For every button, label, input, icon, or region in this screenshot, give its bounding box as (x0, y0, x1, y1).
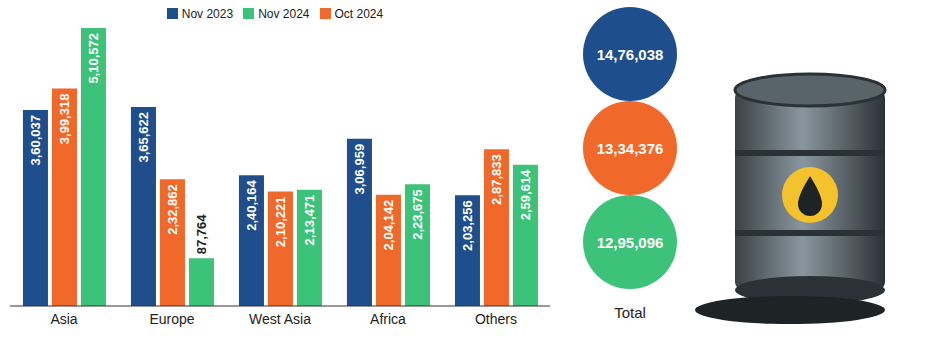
html-text:Nov 2024: Nov 2024 (258, 7, 310, 21)
svg-text:Europe: Europe (149, 311, 194, 327)
svg-text:Total: Total (614, 304, 646, 321)
svg-text:2,04,142: 2,04,142 (381, 200, 396, 251)
svg-text:3,99,318: 3,99,318 (57, 94, 72, 145)
svg-text:14,76,038: 14,76,038 (597, 46, 664, 63)
html-text:Nov 2023: Nov 2023 (181, 7, 234, 21)
svg-text:2,87,833: 2,87,833 (489, 154, 504, 205)
svg-text:3,60,037: 3,60,037 (28, 115, 43, 166)
svg-text:3,65,622: 3,65,622 (136, 112, 151, 163)
svg-text:2,03,256: 2,03,256 (460, 200, 475, 251)
svg-text:2,32,862: 2,32,862 (165, 184, 180, 235)
svg-text:87,764: 87,764 (194, 214, 209, 255)
svg-text:Asia: Asia (50, 311, 77, 327)
svg-text:5,10,572: 5,10,572 (86, 33, 101, 84)
svg-text:West Asia: West Asia (249, 311, 311, 327)
svg-text:3,06,959: 3,06,959 (352, 144, 367, 195)
svg-text:2,13,471: 2,13,471 (302, 195, 317, 246)
svg-text:2,10,221: 2,10,221 (273, 197, 288, 248)
svg-text:13,34,376: 13,34,376 (597, 140, 664, 157)
svg-text:Others: Others (475, 311, 517, 327)
svg-text:12,95,096: 12,95,096 (597, 234, 664, 251)
svg-text:2,40,164: 2,40,164 (244, 179, 259, 230)
svg-text:Africa: Africa (370, 311, 406, 327)
svg-text:2,23,675: 2,23,675 (410, 189, 425, 240)
svg-text:2,59,614: 2,59,614 (518, 169, 533, 220)
html-text:Oct 2024: Oct 2024 (334, 7, 384, 21)
